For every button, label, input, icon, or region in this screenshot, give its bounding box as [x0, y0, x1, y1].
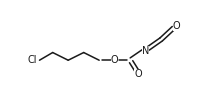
Text: Cl: Cl	[28, 55, 37, 65]
Text: N: N	[142, 46, 149, 56]
Text: O: O	[134, 69, 142, 79]
Text: O: O	[111, 55, 118, 65]
Text: O: O	[173, 21, 180, 31]
